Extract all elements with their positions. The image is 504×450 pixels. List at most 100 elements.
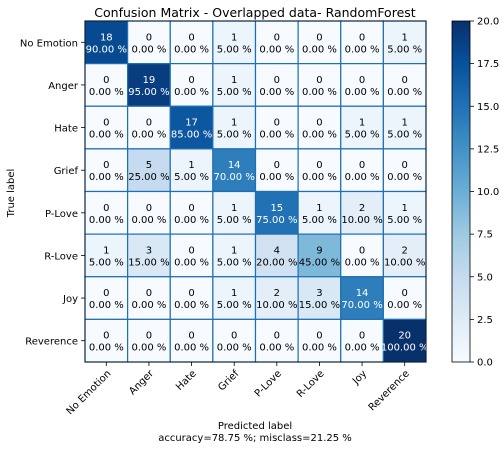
cell-count: 1 xyxy=(231,288,237,299)
cell-percent: 10.00 % xyxy=(256,300,297,311)
matrix-cell: 15.00 % xyxy=(212,276,257,320)
cell-percent: 0.00 % xyxy=(302,87,337,98)
matrix-cell: 00.00 % xyxy=(84,190,129,235)
cell-count: 0 xyxy=(103,203,109,214)
cell-rect xyxy=(297,233,342,278)
cell-rect xyxy=(169,105,214,150)
cell-rect xyxy=(169,276,214,320)
cell-count: 0 xyxy=(103,118,109,129)
cell-percent: 45.00 % xyxy=(299,257,340,268)
cell-count: 0 xyxy=(359,245,365,256)
cell-count: 0 xyxy=(316,160,322,171)
cell-percent: 0.00 % xyxy=(345,343,380,354)
cell-count: 1 xyxy=(402,203,408,214)
cell-percent: 0.00 % xyxy=(89,87,124,98)
cell-count: 1 xyxy=(231,32,237,43)
cell-count: 0 xyxy=(146,118,152,129)
matrix-cell: 00.00 % xyxy=(254,105,299,150)
y-tick-labels: No Emotion Anger Hate Grief P-Love R-Love Joy R… xyxy=(20,38,85,348)
cell-rect xyxy=(169,318,214,363)
matrix-cell: 00.00 % xyxy=(297,105,342,150)
cell-count: 0 xyxy=(316,75,322,86)
cell-count: 0 xyxy=(188,32,194,43)
matrix-cell: 00.00 % xyxy=(254,318,299,363)
matrix-cell: 00.00 % xyxy=(127,190,171,235)
cell-count: 0 xyxy=(103,331,109,342)
cell-count: 1 xyxy=(231,245,237,256)
matrix-cell: 315.00 % xyxy=(297,276,342,320)
matrix-cell: 00.00 % xyxy=(84,105,129,150)
cell-count: 19 xyxy=(143,75,156,86)
matrix-cell: 00.00 % xyxy=(169,276,214,320)
colorbar-tick-label: 15.0 xyxy=(477,102,499,113)
cell-count: 14 xyxy=(228,160,241,171)
matrix-frame xyxy=(84,20,427,363)
cell-percent: 0.00 % xyxy=(302,343,337,354)
cell-rect xyxy=(382,20,427,65)
cell-count: 0 xyxy=(316,331,322,342)
x-tick-label: Hate xyxy=(174,368,199,393)
cell-percent: 5.00 % xyxy=(89,257,124,268)
cell-count: 0 xyxy=(231,331,237,342)
x-tick-label: R-Love xyxy=(295,368,327,400)
matrix-cell: 00.00 % xyxy=(127,276,171,320)
colorbar: 0.0 2.5 5.0 7.5 10.0 12.5 15.0 17.5 20.0 xyxy=(451,17,499,369)
cell-rect xyxy=(212,190,257,235)
matrix-cell: 00.00 % xyxy=(127,105,171,150)
matrix-cell: 00.00 % xyxy=(297,318,342,363)
cell-count: 15 xyxy=(270,203,283,214)
y-tick-label: Grief xyxy=(54,166,79,177)
cell-count: 9 xyxy=(316,245,322,256)
matrix-cell: 00.00 % xyxy=(169,318,214,363)
cell-rect xyxy=(254,105,299,150)
cell-percent: 0.00 % xyxy=(259,87,294,98)
matrix-cell: 00.00 % xyxy=(297,148,342,193)
cell-percent: 0.00 % xyxy=(259,44,294,55)
cell-rect xyxy=(127,105,171,150)
cell-count: 2 xyxy=(402,245,408,256)
y-tick-label: No Emotion xyxy=(20,38,78,49)
cell-percent: 5.00 % xyxy=(302,215,337,226)
cell-count: 0 xyxy=(188,288,194,299)
cell-count: 0 xyxy=(146,331,152,342)
matrix-cell: 945.00 % xyxy=(297,233,342,278)
x-tick-label: Joy xyxy=(350,368,369,387)
colorbar-tick-label: 12.5 xyxy=(477,144,499,155)
cell-count: 0 xyxy=(103,75,109,86)
cell-percent: 70.00 % xyxy=(214,172,255,183)
matrix-cell: 15.00 % xyxy=(212,20,257,65)
matrix-cell: 15.00 % xyxy=(212,233,257,278)
cell-count: 0 xyxy=(359,32,365,43)
y-tick-label: Hate xyxy=(54,124,78,135)
matrix-cell: 315.00 % xyxy=(127,233,171,278)
y-axis-label: True label xyxy=(6,169,17,219)
x-tick-label: Grief xyxy=(216,368,241,393)
cell-percent: 85.00 % xyxy=(171,130,212,141)
matrix-cell: 00.00 % xyxy=(169,233,214,278)
colorbar-ticks: 0.0 2.5 5.0 7.5 10.0 12.5 15.0 17.5 20.0 xyxy=(470,17,499,369)
cell-count: 3 xyxy=(146,245,152,256)
matrix-cell: 15.00 % xyxy=(382,20,427,65)
matrix-cell: 00.00 % xyxy=(169,63,214,107)
matrix-cell: 15.00 % xyxy=(382,190,427,235)
cell-percent: 0.00 % xyxy=(174,343,209,354)
cell-rect xyxy=(297,276,342,320)
matrix-cell: 15.00 % xyxy=(212,190,257,235)
matrix-cell: 00.00 % xyxy=(169,190,214,235)
matrix-cell: 15.00 % xyxy=(84,233,129,278)
cell-percent: 0.00 % xyxy=(259,172,294,183)
cell-percent: 5.00 % xyxy=(345,130,380,141)
matrix-cell: 00.00 % xyxy=(340,20,384,65)
cell-percent: 0.00 % xyxy=(174,215,209,226)
x-tick-label: Reverence xyxy=(367,368,412,413)
matrix-cell: 00.00 % xyxy=(382,148,427,193)
cell-percent: 90.00 % xyxy=(86,44,127,55)
cell-percent: 0.00 % xyxy=(345,172,380,183)
matrix-cell: 210.00 % xyxy=(254,276,299,320)
x-tick-label: P-Love xyxy=(253,368,284,399)
cell-percent: 20.00 % xyxy=(256,257,297,268)
cell-rect xyxy=(212,148,257,193)
